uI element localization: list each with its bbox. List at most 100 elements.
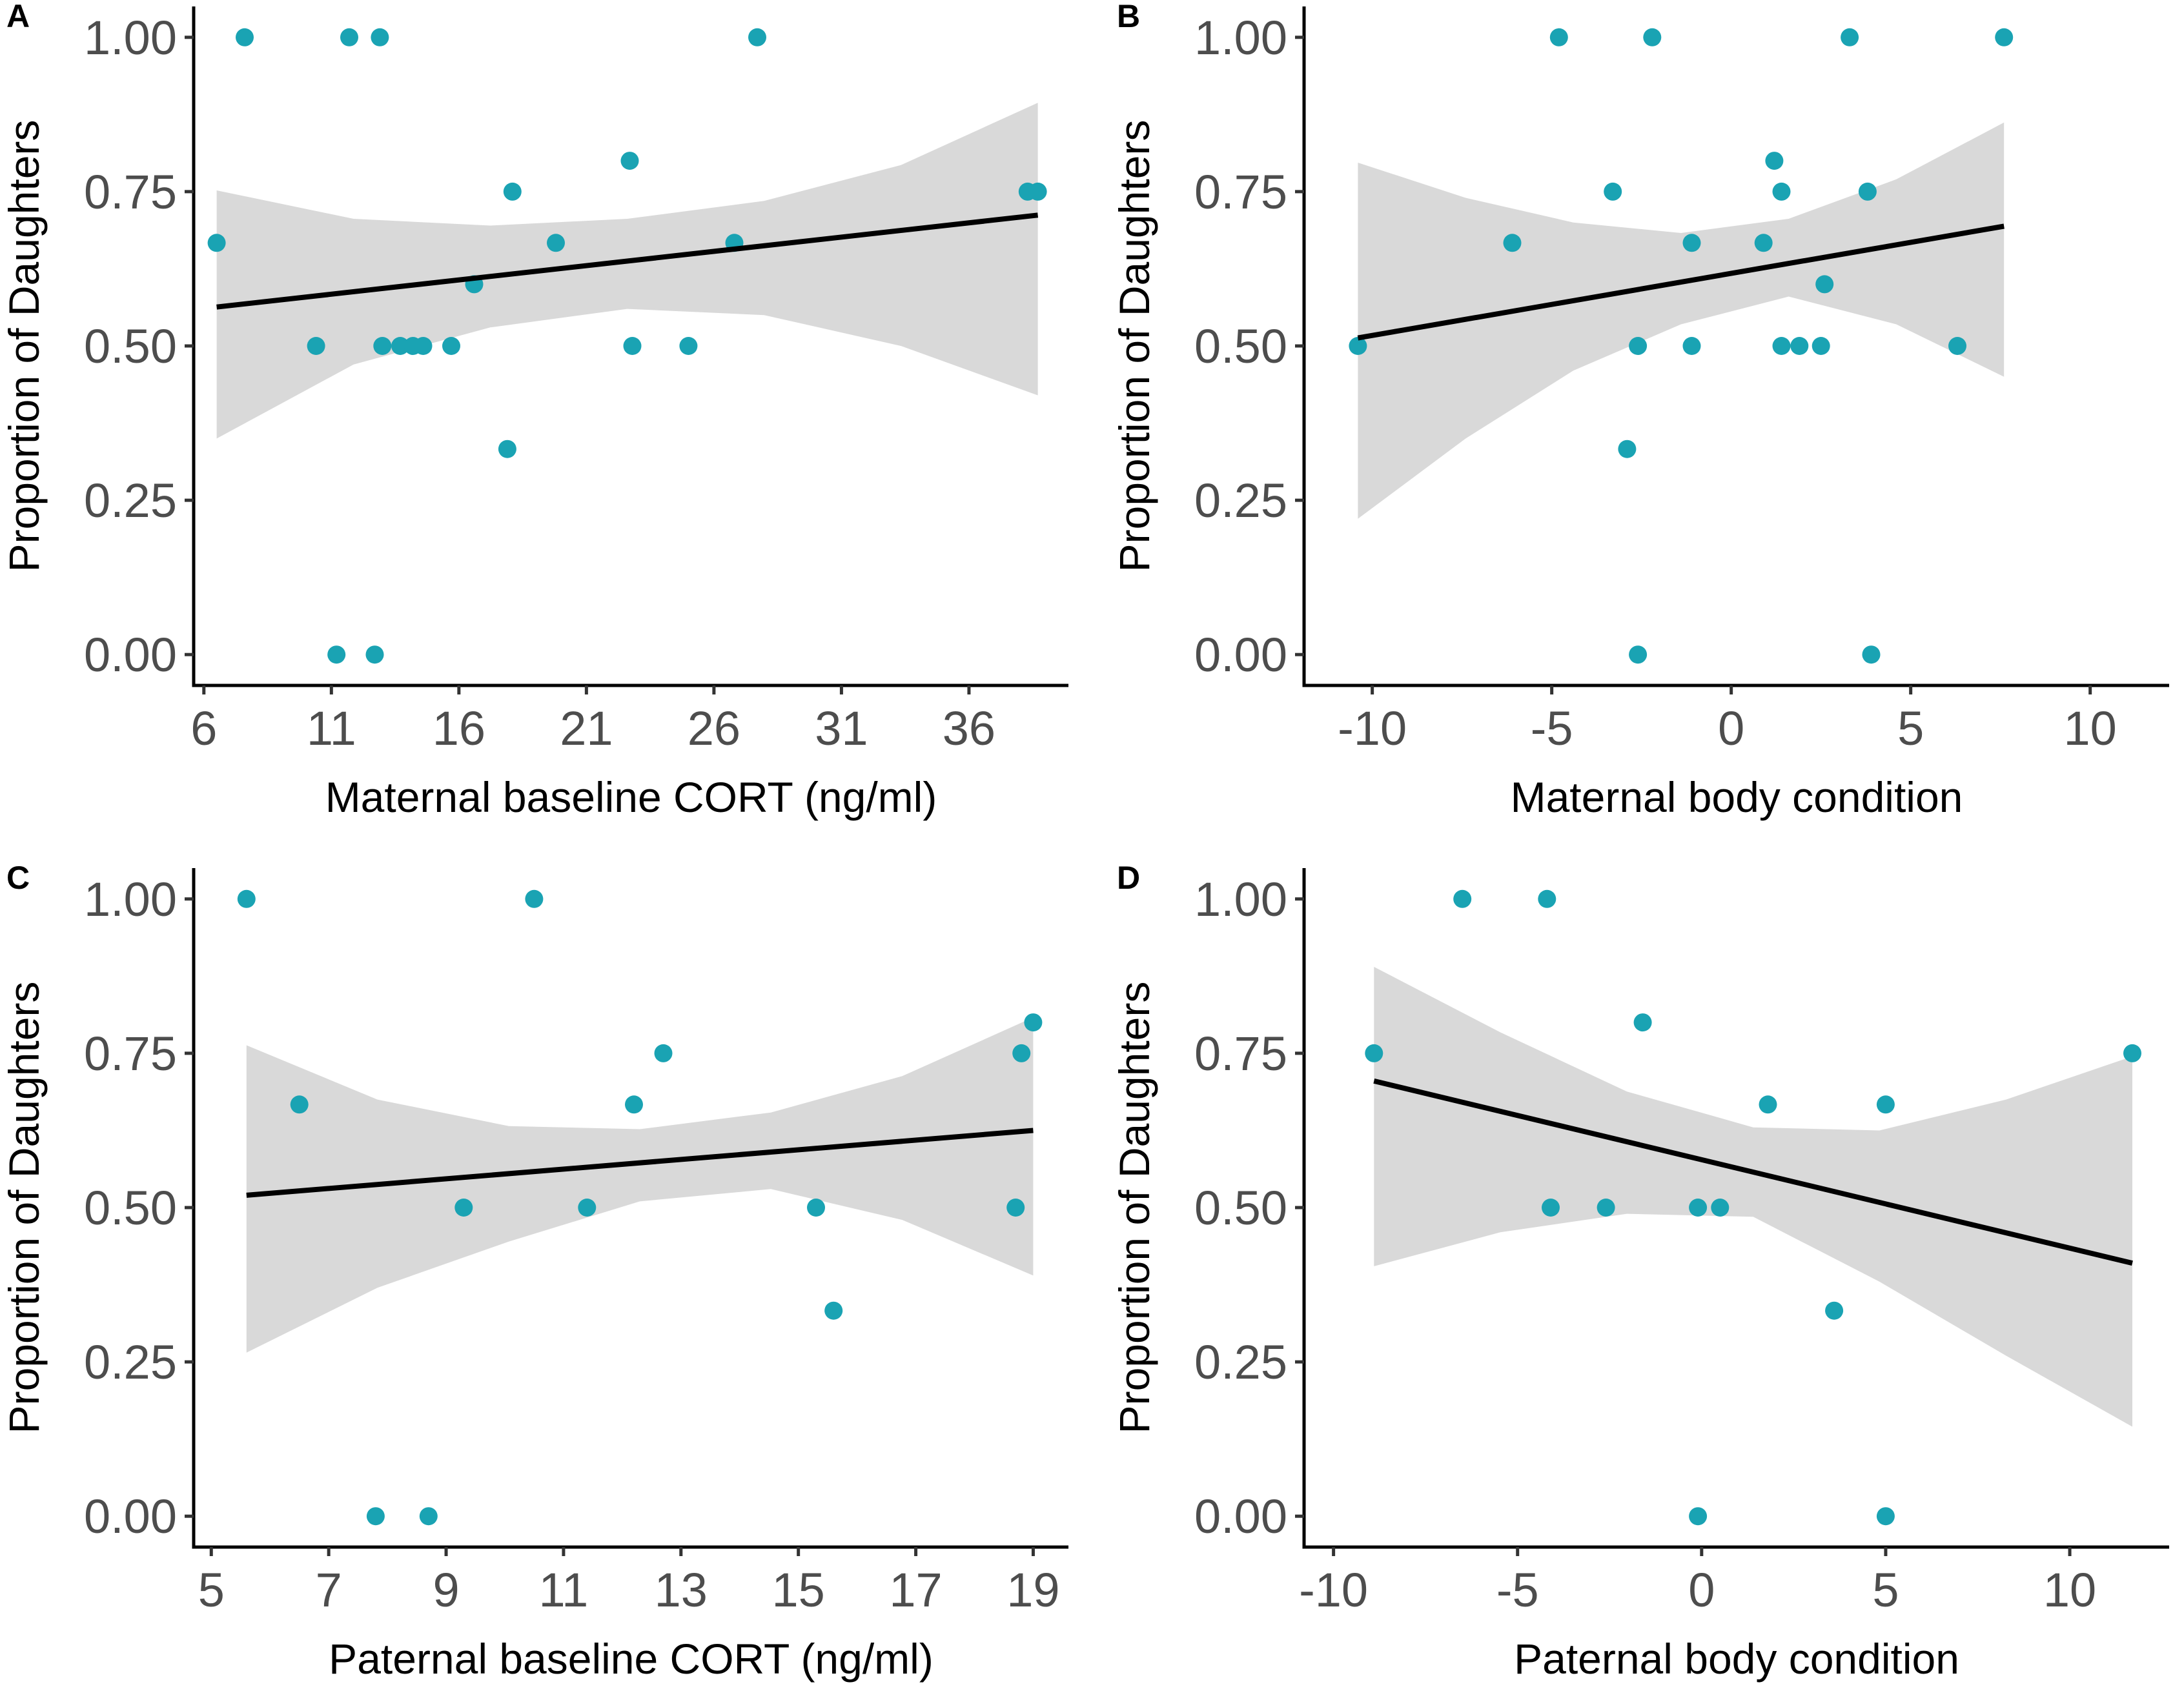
data-point — [236, 28, 254, 46]
y-tick-label: 0.50 — [84, 319, 177, 373]
x-tick-label: -5 — [1531, 702, 1573, 755]
y-tick-label: 0.50 — [1194, 1181, 1287, 1235]
data-point — [1772, 337, 1791, 355]
y-tick-label: 0.00 — [1194, 628, 1287, 682]
data-point — [1689, 1199, 1708, 1217]
data-point — [391, 337, 409, 355]
x-tick-label: 10 — [2064, 702, 2117, 755]
data-point — [1862, 645, 1881, 664]
x-tick-label: 11 — [539, 1563, 589, 1617]
data-point — [1604, 182, 1622, 201]
data-point — [1542, 1199, 1560, 1217]
data-point — [1549, 28, 1568, 46]
x-tick-label: 5 — [1897, 702, 1924, 755]
data-point — [1538, 889, 1556, 908]
data-point — [414, 337, 433, 355]
data-point — [365, 645, 384, 664]
y-tick-label: 1.00 — [84, 11, 177, 65]
data-point — [327, 645, 346, 664]
data-point — [1682, 337, 1701, 355]
data-point — [679, 337, 698, 355]
data-point — [1790, 337, 1809, 355]
data-point — [1825, 1301, 1844, 1320]
x-axis-title: Paternal baseline CORT (ng/ml) — [329, 1635, 934, 1683]
regression-line — [216, 212, 1039, 310]
data-point — [237, 889, 256, 908]
data-point — [419, 1507, 438, 1526]
data-point — [1597, 1199, 1615, 1217]
data-point — [620, 152, 639, 170]
data-point — [503, 182, 522, 201]
x-tick-label: 26 — [688, 702, 740, 755]
y-tick-label: 1.00 — [1194, 11, 1287, 65]
x-tick-label: 10 — [2043, 1563, 2096, 1617]
x-tick-label: 6 — [190, 702, 217, 755]
y-tick-label: 0.25 — [1194, 1335, 1287, 1389]
data-point — [1759, 1095, 1777, 1114]
x-tick-label: -10 — [1299, 1563, 1368, 1617]
data-point — [1503, 234, 1522, 252]
data-point — [1948, 337, 1966, 355]
confidence-band — [1358, 122, 2005, 519]
data-point — [807, 1199, 825, 1217]
x-tick-label: 15 — [772, 1563, 825, 1617]
y-tick-label: 0.25 — [1194, 474, 1287, 527]
data-point — [1995, 28, 2014, 46]
x-tick-label: 7 — [316, 1563, 342, 1617]
confidence-band — [246, 1017, 1034, 1353]
regression-line — [246, 1128, 1034, 1198]
data-point — [1453, 889, 1472, 908]
y-tick-label: 0.25 — [84, 1335, 177, 1389]
y-tick-label: 0.75 — [1194, 165, 1287, 219]
panel-d: 0.00 0.25 0.50 0.75 1.00 -10 -5 0 5 10 Paternal bo… — [1110, 860, 2169, 1683]
y-axis-title: Proportion of Daughters — [1110, 982, 1158, 1434]
data-point — [307, 337, 325, 355]
data-point — [1772, 182, 1791, 201]
data-point — [1754, 234, 1773, 252]
data-point — [625, 1095, 643, 1114]
data-point — [1365, 1044, 1383, 1062]
x-tick-label: 9 — [433, 1563, 459, 1617]
data-point — [1012, 1044, 1031, 1062]
data-point — [578, 1199, 597, 1217]
x-tick-label: 36 — [943, 702, 995, 755]
data-point — [1643, 28, 1662, 46]
data-point — [1629, 645, 1648, 664]
y-tick-label: 0.50 — [1194, 319, 1287, 373]
data-point — [1876, 1507, 1895, 1526]
data-point — [1006, 1199, 1025, 1217]
x-axis-title: Paternal body condition — [1514, 1635, 1959, 1683]
panel-a: 0.00 0.25 0.50 0.75 1.00 6 11 16 21 26 31 36Materna… — [0, 0, 1068, 821]
data-point — [1629, 337, 1648, 355]
x-tick-label: -10 — [1338, 702, 1407, 755]
panel-letter: A — [6, 0, 30, 34]
data-point — [623, 337, 642, 355]
y-tick-label: 0.00 — [1194, 1490, 1287, 1543]
data-point — [748, 28, 766, 46]
data-point — [1711, 1199, 1730, 1217]
data-point — [207, 234, 226, 252]
data-point — [1682, 234, 1701, 252]
y-tick-label: 0.75 — [84, 165, 177, 219]
panel-letter: C — [6, 860, 30, 896]
data-point — [1765, 152, 1784, 170]
data-point — [373, 337, 392, 355]
confidence-band — [216, 103, 1038, 439]
x-tick-label: 5 — [198, 1563, 225, 1617]
data-point — [547, 234, 565, 252]
y-tick-label: 1.00 — [1194, 873, 1287, 926]
y-axis-title: Proportion of Daughters — [0, 982, 48, 1434]
y-tick-label: 0.75 — [1194, 1027, 1287, 1080]
y-axis-title: Proportion of Daughters — [1110, 120, 1158, 572]
x-tick-label: 13 — [655, 1563, 708, 1617]
data-point — [1876, 1095, 1895, 1114]
data-point — [1349, 337, 1367, 355]
data-point — [1841, 28, 1859, 46]
x-tick-label: 0 — [1718, 702, 1744, 755]
data-point — [1858, 182, 1877, 201]
data-point — [525, 889, 544, 908]
x-tick-label: 16 — [433, 702, 485, 755]
panel-letter: D — [1117, 860, 1140, 896]
x-axis-title: Maternal baseline CORT (ng/ml) — [325, 773, 937, 821]
